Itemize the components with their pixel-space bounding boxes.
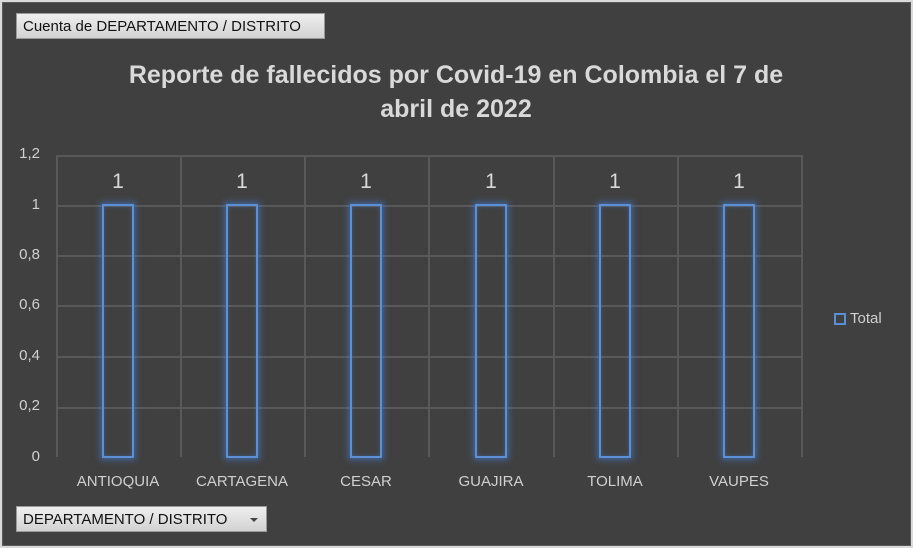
- gridline: [304, 155, 306, 457]
- axis-field-label: DEPARTAMENTO / DISTRITO: [23, 511, 228, 528]
- gridline: [428, 155, 430, 457]
- bar-tolima[interactable]: [599, 204, 631, 458]
- x-tick: VAUPES: [709, 473, 769, 490]
- bar-antioquia[interactable]: [102, 204, 134, 458]
- bar-vaupes[interactable]: [723, 204, 755, 458]
- y-tick: 0,2: [19, 397, 40, 414]
- bar-cartagena[interactable]: [226, 204, 258, 458]
- y-tick: 0,8: [19, 246, 40, 263]
- x-tick: CARTAGENA: [196, 473, 288, 490]
- bar-cesar[interactable]: [350, 204, 382, 458]
- data-label: 1: [609, 170, 621, 193]
- chart-title: Reporte de fallecidos por Covid-19 en Co…: [128, 61, 784, 123]
- bar-guajira[interactable]: [475, 204, 507, 458]
- data-label: 1: [236, 170, 248, 193]
- y-tick: 0: [31, 448, 40, 465]
- axis-field-dropdown[interactable]: DEPARTAMENTO / DISTRITO: [16, 506, 267, 532]
- data-label: 1: [485, 170, 497, 193]
- legend-swatch-icon: [834, 312, 846, 325]
- x-tick: GUAJIRA: [458, 473, 524, 490]
- plot-area[interactable]: [56, 155, 803, 457]
- gridline: [801, 155, 803, 457]
- y-tick: 1,2: [19, 145, 40, 162]
- value-field-label: Cuenta de DEPARTAMENTO / DISTRITO: [23, 18, 301, 35]
- y-tick: 0,6: [19, 296, 40, 313]
- gridline: [677, 155, 679, 457]
- gridline: [553, 155, 555, 457]
- dropdown-arrow-icon: [250, 518, 258, 522]
- value-field-button[interactable]: Cuenta de DEPARTAMENTO / DISTRITO: [16, 13, 325, 39]
- x-tick: CESAR: [340, 473, 392, 490]
- legend[interactable]: Total: [834, 310, 882, 327]
- data-label: 1: [733, 170, 745, 193]
- y-tick: 0,4: [19, 347, 40, 364]
- y-tick: 1: [31, 196, 40, 213]
- x-tick: ANTIOQUIA: [76, 473, 160, 490]
- gridline: [56, 155, 58, 457]
- legend-label: Total: [850, 310, 882, 327]
- x-tick: TOLIMA: [587, 473, 643, 490]
- gridline: [180, 155, 182, 457]
- data-label: 1: [112, 170, 124, 193]
- data-label: 1: [360, 170, 372, 193]
